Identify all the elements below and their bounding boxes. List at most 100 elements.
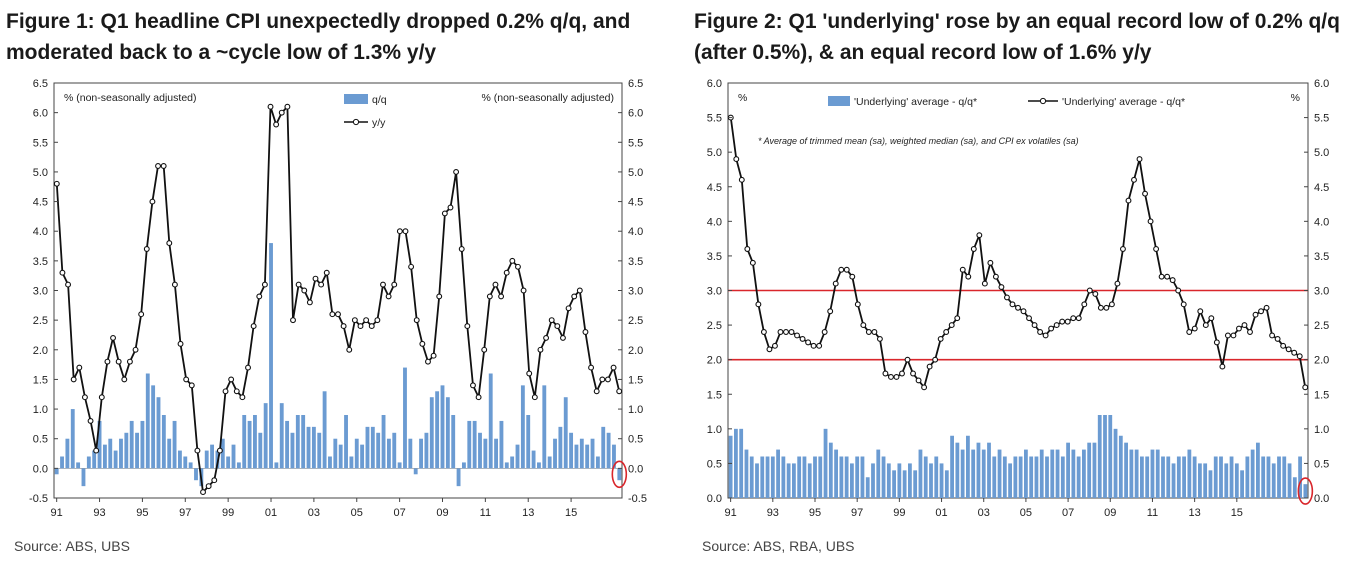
line-point <box>498 293 505 300</box>
legend-label-bars: 'Underlying' average - q/q* <box>854 96 977 108</box>
line-point <box>374 317 381 324</box>
bar <box>183 456 188 469</box>
bar <box>1261 456 1266 498</box>
bar <box>839 456 844 498</box>
line-point <box>470 382 476 389</box>
y-tick-label-right: 5.5 <box>628 137 643 149</box>
bar <box>172 420 177 469</box>
line-point <box>537 346 544 353</box>
y-tick-label-right: 3.0 <box>1314 286 1329 298</box>
bar <box>445 397 450 469</box>
line-point <box>788 329 795 335</box>
bar <box>467 420 472 469</box>
line-point <box>1009 301 1016 308</box>
line-point <box>115 358 122 365</box>
bar <box>992 456 997 498</box>
bar <box>1045 456 1049 498</box>
bar <box>818 456 823 498</box>
line-point <box>526 370 533 377</box>
x-tick-label: 09 <box>1104 507 1116 519</box>
bar <box>1229 456 1234 498</box>
bar <box>1282 456 1287 498</box>
line-point <box>616 388 623 395</box>
line-point <box>871 329 878 335</box>
bar <box>419 438 423 469</box>
line-point <box>413 317 420 324</box>
line-point <box>1081 301 1088 308</box>
bar <box>317 432 322 469</box>
line-point <box>827 308 834 315</box>
bar <box>1103 415 1107 498</box>
bar <box>934 456 939 498</box>
bar <box>765 456 770 498</box>
line-point <box>1147 218 1154 225</box>
line-point <box>810 342 817 349</box>
y-tick-label-left: 4.5 <box>33 197 48 209</box>
bar <box>944 470 949 498</box>
line-point <box>744 246 751 252</box>
bar <box>97 420 102 469</box>
line-point <box>910 370 916 377</box>
bar <box>797 456 802 498</box>
line-point <box>1070 315 1077 322</box>
bar <box>1145 456 1150 498</box>
y-tick-label-left: 6.5 <box>33 78 48 90</box>
bar <box>290 432 295 469</box>
line-point <box>200 489 206 496</box>
y-tick-label-right: 1.0 <box>1314 424 1329 436</box>
bar <box>408 438 413 469</box>
line-point <box>430 352 437 359</box>
bar <box>923 456 928 498</box>
bar <box>204 450 209 469</box>
bar <box>802 456 807 498</box>
bar <box>1129 449 1134 498</box>
x-tick-label: 93 <box>767 507 779 519</box>
bar <box>1203 463 1208 498</box>
bar <box>279 403 284 469</box>
line-point <box>582 329 589 335</box>
bar <box>553 438 557 469</box>
x-tick-label: 07 <box>393 507 405 519</box>
y-tick-label-right: 0.0 <box>628 463 643 475</box>
bar <box>617 468 622 481</box>
line-point <box>766 346 773 353</box>
line-point <box>860 322 867 329</box>
bar <box>274 462 279 469</box>
line-point <box>1059 318 1066 325</box>
line-point <box>543 334 550 341</box>
bar <box>1071 449 1076 498</box>
line-point <box>256 293 263 300</box>
bar <box>960 449 965 498</box>
x-tick-label: 09 <box>436 507 448 519</box>
bar <box>755 463 759 498</box>
line-point <box>1131 176 1137 183</box>
line-point <box>1219 363 1226 370</box>
line-point <box>447 204 454 211</box>
line-point <box>1086 287 1093 294</box>
y-tick-label-right: 5.0 <box>1314 147 1329 159</box>
y-tick-label-left: 0.0 <box>707 493 722 505</box>
line-point <box>1142 190 1148 197</box>
bar <box>823 428 828 498</box>
bar <box>381 415 386 469</box>
line-point <box>1031 322 1038 329</box>
y-tick-label-left: 3.0 <box>33 286 48 298</box>
bar <box>124 432 129 469</box>
bar <box>1192 456 1197 498</box>
line-point <box>548 317 555 324</box>
y-tick-label-left: 2.5 <box>33 315 48 327</box>
y-tick-label-left: 5.5 <box>33 137 48 149</box>
bar <box>263 403 268 469</box>
bar <box>161 415 166 469</box>
line-point <box>805 339 812 346</box>
bar <box>892 470 896 498</box>
x-tick-label: 03 <box>978 507 990 519</box>
line-point <box>183 376 190 383</box>
line-point <box>932 356 939 363</box>
x-tick-label: 11 <box>480 507 491 519</box>
bar <box>871 463 875 498</box>
bar <box>1002 456 1007 498</box>
bar <box>913 470 918 498</box>
line-point <box>216 447 223 454</box>
line-point <box>245 364 251 371</box>
